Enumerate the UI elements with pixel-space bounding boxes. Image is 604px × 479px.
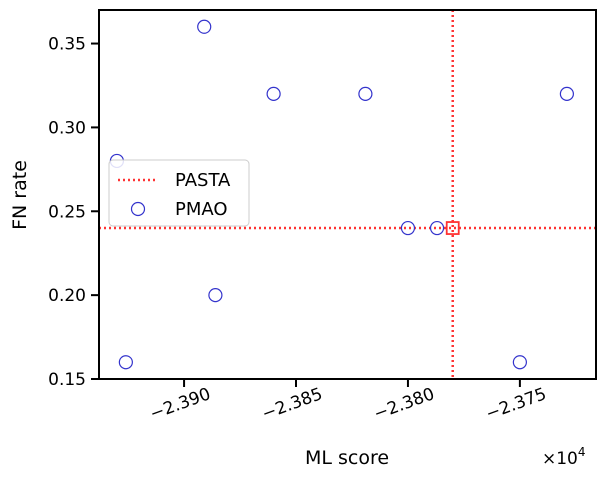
pmao-point (358, 86, 373, 101)
pmao-point (118, 355, 133, 370)
x-axis-ticks: −2.390 −2.385 −2.380 −2.375 (147, 379, 549, 424)
reference-lines (99, 10, 596, 379)
legend-pasta-label: PASTA (175, 170, 231, 191)
x-tick-label: −2.390 (147, 384, 213, 424)
legend-pmao-label: PMAO (175, 199, 228, 220)
pmao-point (266, 86, 281, 101)
legend: PASTA PMAO (108, 159, 250, 227)
y-tick-label: 0.35 (48, 35, 86, 55)
pmao-point (197, 19, 212, 34)
svg-text:×104: ×104 (542, 445, 586, 469)
plot-frame (98, 9, 597, 380)
x-tick-label: −2.375 (483, 384, 549, 424)
pmao-point (400, 220, 416, 236)
pmao-point (208, 288, 223, 303)
y-tick-label: 0.25 (48, 202, 86, 222)
x-axis-label: ML score (305, 447, 389, 469)
y-axis-label: FN rate (9, 160, 31, 230)
x-offset-label: ×104 (542, 445, 586, 469)
y-tick-label: 0.20 (48, 286, 86, 306)
pmao-point (429, 220, 445, 236)
pmao-point (512, 355, 527, 370)
legend-pmao-marker (130, 201, 146, 217)
x-offset-exponent: 4 (578, 445, 586, 459)
y-axis-ticks: 0.15 0.20 0.25 0.30 0.35 (48, 35, 99, 390)
x-tick-label: −2.380 (371, 384, 437, 424)
y-tick-label: 0.30 (48, 118, 86, 138)
y-tick-label: 0.15 (48, 370, 86, 390)
pasta-marker (445, 221, 460, 235)
x-offset-base: ×10 (542, 449, 578, 469)
pmao-point (559, 86, 574, 101)
x-tick-label: −2.385 (259, 384, 325, 424)
